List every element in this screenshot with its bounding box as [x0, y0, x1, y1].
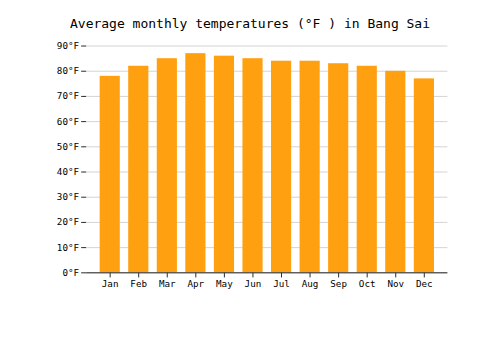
svg-text:30°F: 30°F: [57, 191, 79, 202]
svg-text:40°F: 40°F: [57, 166, 79, 177]
svg-text:0°F: 0°F: [62, 267, 79, 278]
svg-text:Sep: Sep: [330, 278, 347, 289]
svg-text:Oct: Oct: [359, 278, 376, 289]
svg-text:90°F: 90°F: [57, 40, 79, 51]
svg-text:Jan: Jan: [102, 278, 119, 289]
svg-text:Nov: Nov: [387, 278, 404, 289]
svg-text:Mar: Mar: [159, 278, 176, 289]
svg-text:Dec: Dec: [416, 278, 433, 289]
svg-text:Apr: Apr: [187, 278, 204, 289]
svg-text:Jun: Jun: [245, 278, 262, 289]
svg-text:Aug: Aug: [302, 278, 319, 289]
svg-text:May: May: [216, 278, 233, 289]
svg-text:Jul: Jul: [273, 278, 290, 289]
html-text:Average monthly temperatures (: Average monthly temperatures (°F ) in Ba…: [70, 16, 430, 31]
svg-text:80°F: 80°F: [57, 65, 79, 76]
svg-text:70°F: 70°F: [57, 90, 79, 101]
svg-text:20°F: 20°F: [57, 216, 79, 227]
svg-text:50°F: 50°F: [57, 141, 79, 152]
svg-text:10°F: 10°F: [57, 242, 79, 253]
svg-text:60°F: 60°F: [57, 116, 79, 127]
svg-text:Feb: Feb: [130, 278, 147, 289]
